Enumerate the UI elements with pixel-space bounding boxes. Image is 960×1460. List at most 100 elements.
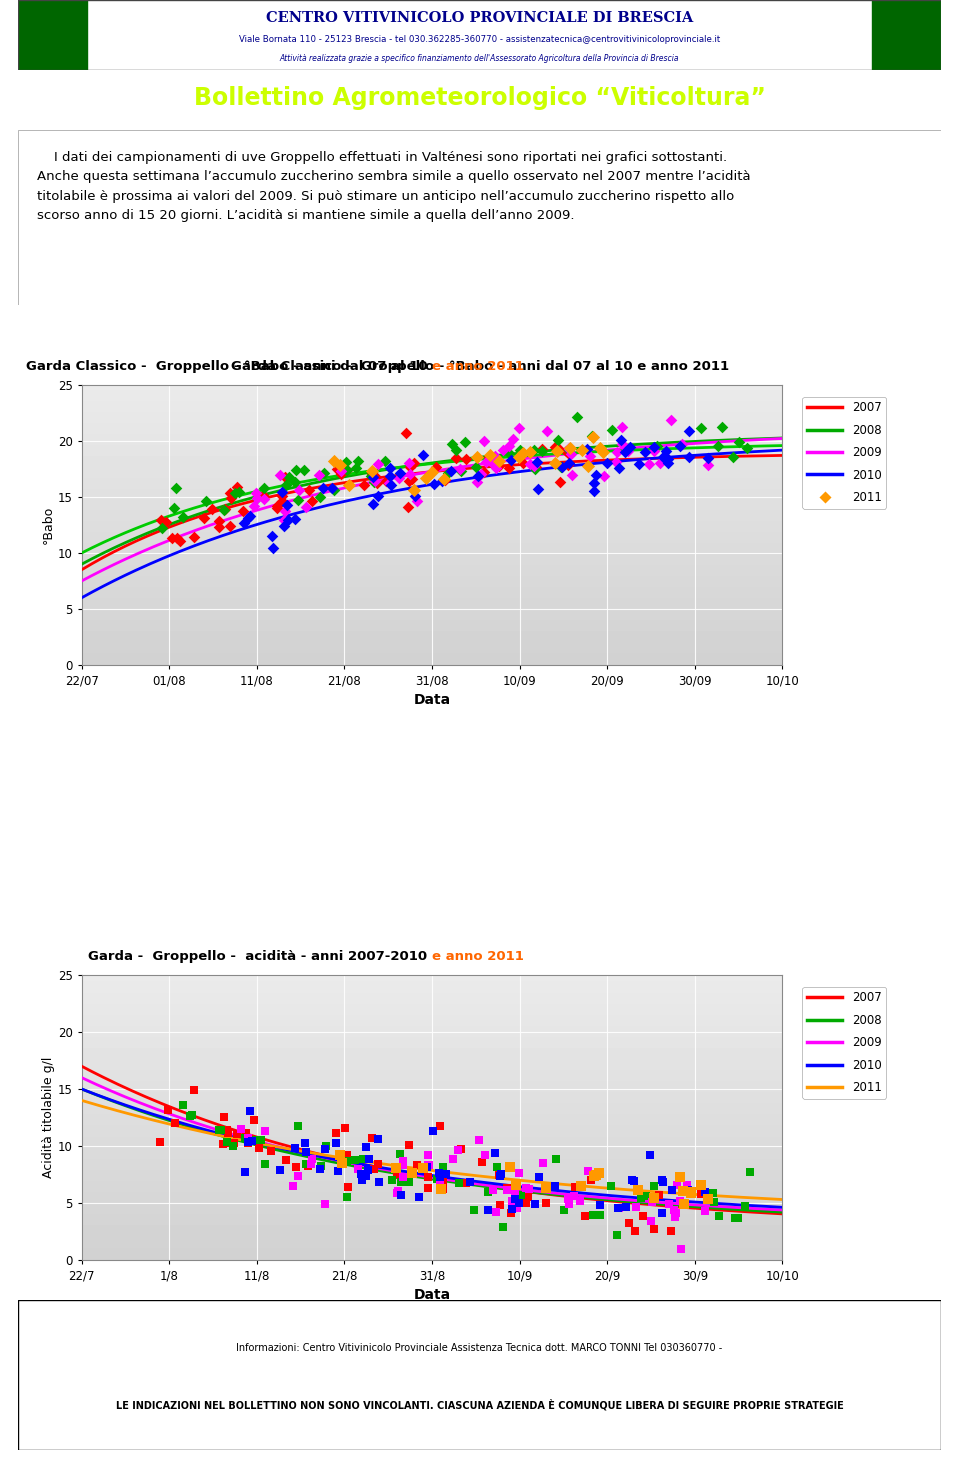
Point [276,514,292,537]
Point [552,470,567,493]
Point [599,451,614,474]
Point [535,1152,550,1175]
Point [204,498,219,521]
Point [365,466,380,489]
Point [339,1143,354,1167]
Point [408,485,423,508]
Point [651,1184,666,1207]
Text: Bollettino Agrometeorologico “Viticoltura”: Bollettino Agrometeorologico “Viticoltur… [194,86,765,110]
Point [675,432,690,456]
Point [277,464,293,488]
Point [313,1155,328,1178]
Point [383,473,398,496]
Point [584,1168,599,1191]
Point [256,476,272,499]
Point [270,496,285,520]
Point [504,1188,519,1212]
Point [483,444,498,467]
Point [290,489,305,512]
Y-axis label: Acidità titolabile g/l: Acidità titolabile g/l [42,1057,55,1178]
Text: CENTRO VITIVINICOLO PROVINCIALE DI BRESCIA: CENTRO VITIVINICOLO PROVINCIALE DI BRESC… [266,12,693,25]
Point [431,1162,446,1186]
Point [390,1180,405,1203]
Text: Attività realizzata grazie a specifico finanziamento dell'Assessorato Agricoltur: Attività realizzata grazie a specifico f… [279,54,680,63]
Point [577,1204,592,1228]
Point [186,526,202,549]
Point [491,454,506,477]
Point [450,1137,466,1161]
Point [340,458,355,482]
Point [511,416,526,439]
Point [447,438,463,461]
Point [562,439,577,463]
Point [285,1174,300,1197]
Point [182,1104,198,1127]
Point [489,1200,504,1223]
Point [298,1140,313,1164]
Point [237,511,252,534]
Point [681,419,696,442]
Point [592,437,608,460]
Point [350,450,366,473]
Point [353,1162,369,1186]
Point [243,504,258,527]
Point [318,1193,333,1216]
Point [529,450,544,473]
Point [404,1161,420,1184]
Point [444,432,460,456]
Point [153,508,168,531]
Point [316,476,331,499]
Point [621,439,636,463]
Point [237,1127,252,1150]
Point [526,438,541,461]
Point [605,419,620,442]
Point [677,1193,692,1216]
Point [332,453,348,476]
Point [582,444,597,467]
Point [398,420,414,444]
Point [420,1155,435,1178]
Point [405,467,420,491]
Point [562,451,577,474]
Point [222,514,237,537]
Point [304,489,320,512]
Point [574,438,589,461]
Point [434,1177,449,1200]
Point [667,1199,683,1222]
Point [401,1133,417,1156]
Point [348,456,364,479]
Point [710,434,726,457]
Point [319,1134,334,1158]
Point [393,1171,408,1194]
Text: Informazioni: Centro Vitivinicolo Provinciale Assistenza Tecnica dott. MARCO TON: Informazioni: Centro Vitivinicolo Provin… [236,1343,723,1353]
Text: Viale Bornata 110 - 25123 Brescia - tel 030.362285-360770 - assistenzatecnica@ce: Viale Bornata 110 - 25123 Brescia - tel … [239,35,720,44]
Point [406,479,421,502]
Point [272,464,287,488]
Point [535,438,550,461]
Point [291,1114,306,1137]
Point [328,1121,344,1145]
Point [427,472,443,495]
Point [339,458,354,482]
Point [458,431,473,454]
Point [562,437,577,460]
Point [573,1174,588,1197]
Point [503,1202,518,1225]
Point [508,1174,523,1197]
Point [681,1178,696,1202]
Point [585,423,600,447]
Point [579,437,594,460]
Point [586,1165,601,1188]
Point [377,448,393,472]
Point [669,1174,684,1197]
Point [462,1171,477,1194]
Point [588,1164,604,1187]
Point [396,1165,411,1188]
Point [216,498,231,521]
Point [356,473,372,496]
Point [647,1218,662,1241]
Point [556,1199,571,1222]
Point [240,1127,255,1150]
Point [581,454,596,477]
Point [329,457,345,480]
